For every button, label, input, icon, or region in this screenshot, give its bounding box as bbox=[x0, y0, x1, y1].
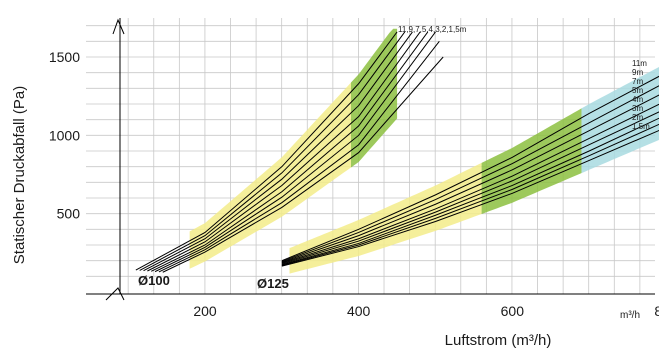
curve-label: 4m bbox=[632, 95, 643, 104]
curve-label: 11m bbox=[632, 59, 647, 68]
y-tick-label: 1000 bbox=[49, 127, 80, 143]
y-axis-title: Statischer Druckabfall (Pa) bbox=[11, 86, 28, 264]
curve-2m bbox=[281, 123, 659, 266]
x-axis-break bbox=[105, 287, 125, 301]
curve-label: 3m bbox=[632, 104, 643, 113]
curve-label: 5m bbox=[632, 86, 643, 95]
curve-5m bbox=[281, 103, 659, 264]
y-tick-label: 1500 bbox=[49, 49, 80, 65]
curve-11m bbox=[135, 31, 398, 271]
curve-4m bbox=[281, 111, 659, 265]
curve-9m bbox=[139, 31, 406, 271]
curve-label: 7m bbox=[632, 77, 643, 86]
curve-label: 1.5m bbox=[632, 122, 650, 131]
band-green bbox=[350, 28, 398, 168]
curve-label: 9m bbox=[632, 68, 643, 77]
curve-3m bbox=[154, 31, 436, 273]
axes bbox=[86, 18, 655, 301]
curve-9m bbox=[281, 85, 659, 262]
curves bbox=[135, 31, 659, 273]
curve-11m bbox=[281, 75, 659, 262]
y-axis-break bbox=[112, 18, 125, 35]
curve-1.5m bbox=[281, 129, 659, 267]
group-label-100: Ø100 bbox=[138, 273, 170, 288]
x-axis-title: Luftstrom (m³/h) bbox=[445, 332, 552, 349]
y-tick-label: 500 bbox=[57, 206, 81, 222]
curve-3m bbox=[281, 117, 659, 266]
labels: 200 400 600 800 500 1000 1500 Ø100 Ø125 11,9,7,5,… bbox=[49, 25, 659, 319]
x-tick-label: 200 bbox=[193, 303, 217, 319]
curve-7m bbox=[281, 94, 659, 263]
x-tick-label: 400 bbox=[347, 303, 371, 319]
x-tick-label: 800 bbox=[654, 303, 659, 319]
curve-label: 2m bbox=[632, 113, 643, 122]
x-unit-label: m³/h bbox=[620, 310, 640, 321]
curve-5m bbox=[147, 31, 421, 272]
curve-2m bbox=[158, 41, 440, 273]
group-label-125: Ø125 bbox=[257, 276, 289, 291]
band-blue bbox=[581, 66, 659, 174]
x-tick-label: 600 bbox=[501, 303, 525, 319]
curve-7m bbox=[143, 31, 413, 272]
band-yellow bbox=[189, 82, 351, 269]
group-100-curve-labels: 11,9,7,5,4,3,2,1,5m bbox=[398, 25, 467, 34]
curve-1,5m bbox=[162, 56, 444, 273]
curve-4m bbox=[150, 31, 429, 272]
